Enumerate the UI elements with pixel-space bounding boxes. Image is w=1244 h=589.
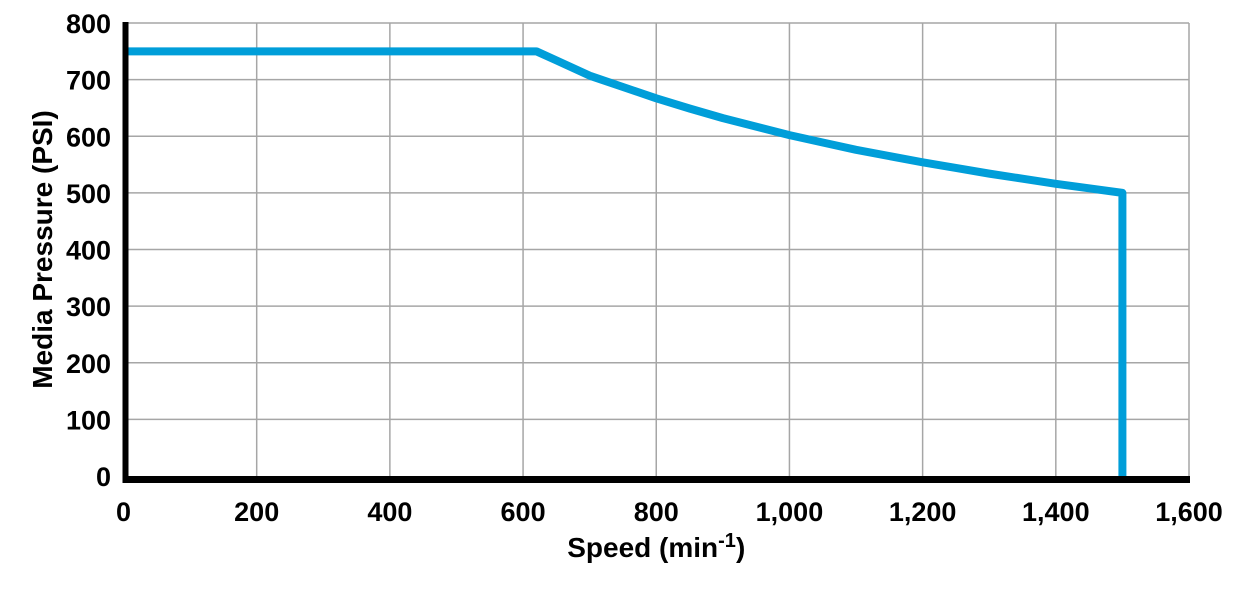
x-tick-label: 1,400: [1022, 497, 1090, 527]
x-tick-label: 1,000: [756, 497, 824, 527]
y-tick-label: 300: [66, 292, 111, 322]
x-axis-title: Speed (min-1): [567, 530, 745, 563]
y-tick-label: 500: [66, 179, 111, 209]
labels-layer: 0 100 200 300 400 500 600 700 800 0 200 400 600 800 1,…: [27, 9, 1223, 563]
y-tick-label: 0: [96, 462, 111, 492]
x-tick-label: 600: [501, 497, 546, 527]
x-tick-label: 200: [234, 497, 279, 527]
y-tick-label: 700: [66, 66, 111, 96]
pressure-curve-line: [123, 47, 1127, 476]
gridlines-layer: [123, 22, 1190, 476]
y-tick-label: 200: [66, 349, 111, 379]
x-tick-label: 1,600: [1155, 497, 1223, 527]
x-tick-label: 800: [634, 497, 679, 527]
series-layer: [123, 47, 1127, 476]
y-axis-title: Media Pressure (PSI): [27, 110, 58, 389]
x-tick-label: 1,200: [889, 497, 957, 527]
y-tick-label: 600: [66, 122, 111, 152]
y-tick-label: 400: [66, 236, 111, 266]
x-tick-label: 400: [367, 497, 412, 527]
axes-layer: [122, 22, 1190, 483]
x-tick-label: 0: [116, 497, 131, 527]
y-tick-label: 100: [66, 405, 111, 435]
y-tick-label: 800: [66, 9, 111, 39]
